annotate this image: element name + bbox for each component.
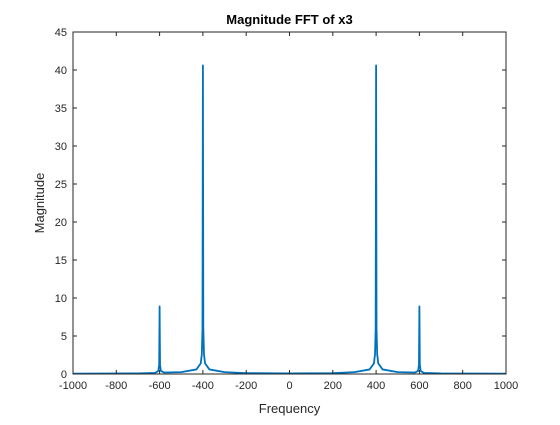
x-tick-label: -200 xyxy=(235,380,257,392)
x-tick-label: 800 xyxy=(454,380,472,392)
y-axis-label: Magnitude xyxy=(32,173,47,234)
y-tick-label: 10 xyxy=(55,293,67,305)
x-tick-label: -600 xyxy=(149,380,171,392)
x-tick-label: -800 xyxy=(105,380,127,392)
x-tick-label: 600 xyxy=(410,380,428,392)
y-tick-label: 35 xyxy=(55,103,67,115)
x-tick-label: -400 xyxy=(192,380,214,392)
y-tick-label: 30 xyxy=(55,141,67,153)
x-tick-label: 200 xyxy=(324,380,342,392)
y-tick-label: 5 xyxy=(61,331,67,343)
y-tick-label: 20 xyxy=(55,217,67,229)
x-tick-label: 1000 xyxy=(494,380,518,392)
y-tick-label: 40 xyxy=(55,65,67,77)
plot-area xyxy=(73,32,506,374)
y-tick-label: 0 xyxy=(61,369,67,381)
x-tick-label: 0 xyxy=(286,380,292,392)
y-tick-label: 45 xyxy=(55,27,67,39)
chart-title: Magnitude FFT of x3 xyxy=(226,12,352,27)
y-tick-label: 15 xyxy=(55,255,67,267)
y-tick-label: 25 xyxy=(55,179,67,191)
x-tick-label: 400 xyxy=(367,380,385,392)
ticks-layer: -1000 -800 -600 -400 -200 0 200 400 600 800 1000 0 5… xyxy=(55,27,518,392)
x-tick-label: -1000 xyxy=(59,380,87,392)
x-axis-label: Frequency xyxy=(259,401,321,416)
